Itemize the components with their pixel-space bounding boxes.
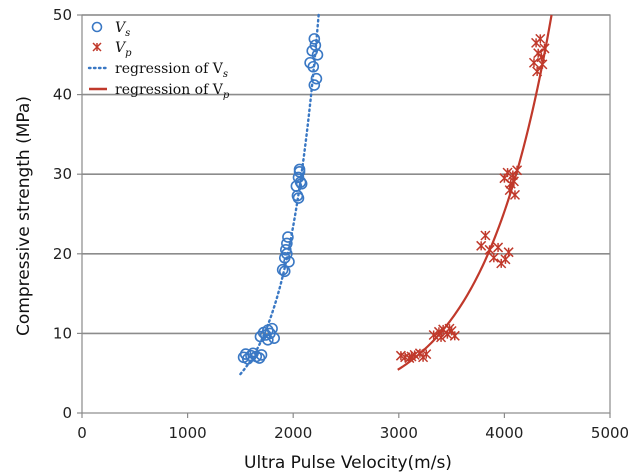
legend-marker-circle bbox=[91, 21, 103, 33]
point-s-34 bbox=[308, 33, 321, 45]
point-p-29 bbox=[512, 165, 523, 176]
legend-label-2: regression of Vs bbox=[115, 61, 228, 80]
point-p-8 bbox=[428, 329, 439, 341]
legend-item-2: regression of Vs bbox=[87, 61, 228, 80]
point-s-23 bbox=[281, 248, 293, 260]
point-p-25 bbox=[502, 167, 513, 178]
point-s-39 bbox=[311, 48, 324, 61]
point-s-22 bbox=[278, 265, 291, 278]
x-tick-label-4000: 4000 bbox=[485, 424, 523, 442]
point-s-36 bbox=[307, 60, 320, 73]
point-p-23 bbox=[503, 247, 514, 258]
x-tick-label-2000: 2000 bbox=[274, 424, 312, 442]
legend-label-3: regression of Vp bbox=[115, 82, 230, 101]
axis-ticks: 0 1000 2000 3000 4000 5000 0 10 20 30 40 50 bbox=[53, 6, 629, 442]
y-tick-label-20: 20 bbox=[53, 245, 72, 263]
point-p-7 bbox=[406, 351, 417, 362]
point-p-35 bbox=[535, 33, 546, 44]
plot-border bbox=[81, 14, 611, 414]
legend-label-0: Vs bbox=[115, 20, 130, 39]
point-s-29 bbox=[295, 177, 308, 190]
plot-area bbox=[81, 14, 611, 414]
point-s-15 bbox=[262, 333, 274, 346]
point-p-18 bbox=[484, 244, 495, 255]
y-tick-label-50: 50 bbox=[53, 6, 72, 24]
gridlines bbox=[82, 14, 610, 335]
y-tick-label-30: 30 bbox=[53, 165, 72, 183]
point-s-30 bbox=[293, 163, 306, 176]
point-p-15 bbox=[444, 323, 455, 334]
point-s-21 bbox=[283, 255, 295, 268]
point-p-19 bbox=[488, 252, 499, 263]
y-tick-label-10: 10 bbox=[53, 324, 72, 342]
point-p-6 bbox=[421, 349, 432, 360]
point-p-32 bbox=[528, 57, 539, 68]
point-s-20 bbox=[282, 231, 294, 243]
y-tick-label-40: 40 bbox=[53, 86, 72, 104]
point-s-31 bbox=[292, 192, 305, 204]
point-p-16 bbox=[476, 240, 487, 251]
legend-marker-asterisk bbox=[92, 42, 102, 52]
point-s-16 bbox=[276, 263, 289, 276]
point-s-38 bbox=[308, 79, 321, 91]
point-p-31 bbox=[508, 176, 519, 187]
legend-label-1: Vp bbox=[115, 40, 132, 59]
legend-item-1: Vp bbox=[92, 40, 132, 59]
x-tick-label-3000: 3000 bbox=[380, 424, 418, 442]
point-p-37 bbox=[539, 43, 550, 54]
x-axis-label: Ultra Pulse Velocity(m/s) bbox=[244, 453, 452, 473]
point-p-17 bbox=[480, 230, 491, 241]
regression-line-s bbox=[239, 13, 320, 376]
x-tick-label-0: 0 bbox=[77, 424, 87, 442]
y-tick-label-0: 0 bbox=[62, 404, 72, 422]
x-tick-label-1000: 1000 bbox=[169, 424, 207, 442]
point-p-38 bbox=[532, 66, 543, 77]
point-p-20 bbox=[493, 242, 504, 253]
legend-item-0: Vs bbox=[91, 20, 130, 39]
legend-item-3: regression of Vp bbox=[89, 82, 230, 101]
point-p-14 bbox=[436, 332, 447, 343]
point-s-7 bbox=[255, 349, 268, 361]
point-p-13 bbox=[449, 330, 460, 341]
point-s-37 bbox=[310, 72, 323, 85]
point-s-14 bbox=[268, 332, 280, 344]
y-axis-label: Compressive strength (MPa) bbox=[14, 96, 34, 336]
point-p-39 bbox=[536, 52, 547, 63]
data-points bbox=[237, 33, 550, 365]
point-p-30 bbox=[504, 185, 515, 196]
x-tick-label-5000: 5000 bbox=[591, 424, 629, 442]
